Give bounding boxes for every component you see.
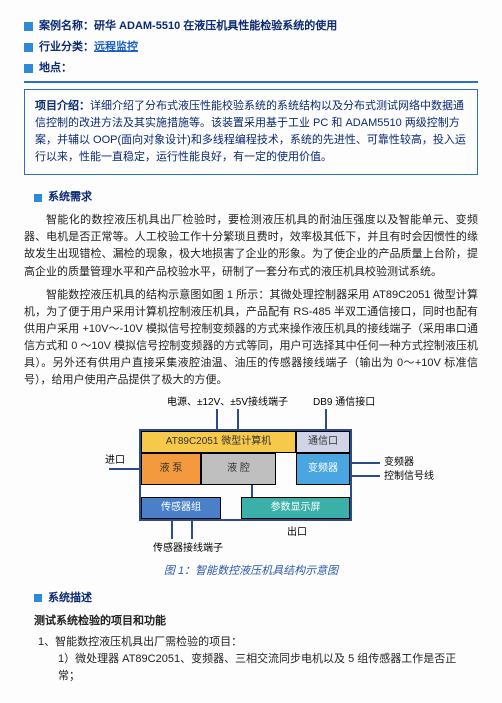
square-bullet-icon	[34, 194, 42, 202]
diagram-top-label-1: 电源、±12V、±5V接线端子	[167, 395, 288, 411]
figure-caption: 图 1：智能数控液压机具结构示意图	[24, 563, 478, 580]
diagram-node-chamber: 液 腔	[201, 453, 276, 485]
diagram-node-cpu: AT89C2051 微型计算机	[141, 431, 296, 453]
diagram-line	[325, 409, 327, 430]
header-divider	[24, 81, 478, 83]
square-bullet-icon	[34, 594, 42, 602]
diagram-node-pump: 液 泵	[141, 453, 201, 485]
diagram-node-sensor: 传感器组	[141, 497, 221, 519]
requirements-p2: 智能数控液压机具的结构示意图如图 1 所示：其微处理控制器采用 AT89C205…	[24, 287, 478, 389]
diagram-line	[171, 521, 173, 539]
diagram-top-label-2: DB9 通信接口	[313, 395, 375, 411]
diagram-node-param: 参数显示屏	[241, 497, 350, 519]
diagram-node-comm: 通信口	[296, 431, 350, 453]
diagram-label-inlet: 进口	[105, 453, 125, 469]
list-item-1: 1、智能数控液压机具出厂需检验的项目：	[38, 634, 478, 651]
diagram-container: 电源、±12V、±5V接线端子 DB9 通信接口 AT89C2051 微型计算机…	[24, 395, 478, 555]
industry-link[interactable]: 远程监控	[94, 41, 138, 53]
bullet-icon	[24, 64, 33, 73]
diagram-line	[191, 521, 193, 539]
case-label: 案例名称：	[39, 20, 94, 32]
location-label: 地点：	[39, 62, 72, 74]
diagram-label-sensor-terminal: 传感器接线端子	[153, 541, 223, 557]
diagram-line	[237, 409, 239, 430]
case-value: 研华 ADAM-5510 在液压机具性能检验系统的使用	[94, 20, 337, 32]
diagram: 电源、±12V、±5V接线端子 DB9 通信接口 AT89C2051 微型计算机…	[91, 395, 411, 555]
requirements-p1: 智能化的数控液压机具出厂检验时，要检测液压机具的耐油压强度以及智能单元、变频器、…	[24, 212, 478, 280]
diagram-line	[216, 409, 218, 430]
list-item-1a: 1）微处理器 AT89C2051、变频器、三相交流同步电机以及 5 组传感器工作…	[58, 651, 478, 685]
section-description-title: 系统描述	[48, 590, 92, 607]
section-description-head: 系统描述	[34, 590, 478, 607]
bullet-icon	[24, 43, 33, 52]
industry-label: 行业分类：	[39, 41, 94, 53]
bullet-icon	[24, 22, 33, 31]
diagram-line	[352, 475, 380, 477]
intro-label: 项目介绍：	[35, 100, 90, 112]
diagram-node-inverter: 变频器	[296, 453, 350, 485]
subheading-test: 测试系统检验的项目和功能	[34, 613, 478, 630]
intro-text: 详细介绍了分布式液压性能校验系统的系统结构以及分布式测试网络中数据通信控制的改进…	[35, 100, 466, 163]
diagram-line	[352, 462, 380, 464]
diagram-label-exit: 出口	[287, 525, 307, 541]
section-requirements-head: 系统需求	[34, 189, 478, 206]
diagram-line	[251, 485, 253, 497]
intro-box: 项目介绍：详细介绍了分布式液压性能校验系统的系统结构以及分布式测试网络中数据通信…	[24, 89, 478, 175]
diagram-label-ctrl: 控制信号线	[384, 469, 434, 485]
section-requirements-title: 系统需求	[48, 189, 92, 206]
